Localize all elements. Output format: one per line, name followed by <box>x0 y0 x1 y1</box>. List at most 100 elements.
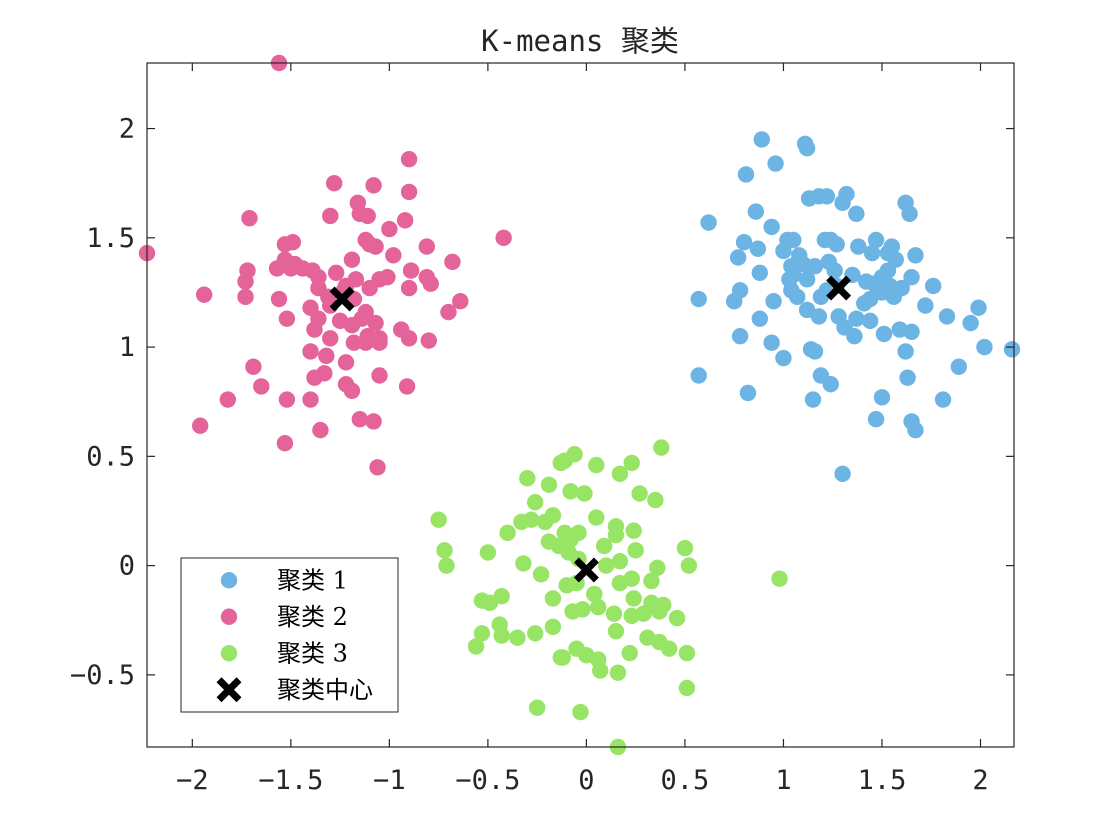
data-point <box>467 638 485 655</box>
chart-legend: 聚类 1 聚类 2 聚类 3 聚类中心 <box>180 557 399 713</box>
data-point <box>861 312 879 330</box>
data-point <box>284 233 302 251</box>
data-point <box>381 220 398 238</box>
data-point <box>731 327 749 345</box>
data-point <box>747 203 765 220</box>
data-point <box>420 332 437 349</box>
data-point <box>237 273 254 290</box>
data-point <box>237 288 254 306</box>
data-point <box>725 292 743 310</box>
x-tick-label: −1.5 <box>258 765 323 796</box>
data-point <box>400 330 418 347</box>
data-point <box>526 625 544 642</box>
data-point <box>588 509 605 526</box>
legend-label: 聚类 2 <box>277 603 348 631</box>
data-point <box>327 264 345 281</box>
data-point <box>798 140 816 157</box>
data-point <box>925 277 942 295</box>
y-tick-label: 1.5 <box>86 223 135 254</box>
data-point <box>775 242 792 260</box>
series-1 <box>690 131 1021 483</box>
data-point <box>885 288 903 306</box>
series-2 <box>138 54 512 476</box>
data-point <box>493 627 510 644</box>
legend-label: 聚类 3 <box>277 639 348 667</box>
data-point <box>540 533 558 550</box>
data-point <box>856 295 873 312</box>
legend-box <box>180 557 399 713</box>
data-point <box>607 526 625 544</box>
data-point <box>473 625 491 642</box>
data-point <box>907 421 924 439</box>
legend-marker <box>220 572 238 589</box>
data-point <box>763 334 780 351</box>
data-point <box>369 459 386 476</box>
data-point <box>402 262 420 279</box>
data-point <box>826 262 843 279</box>
chart-marks <box>138 54 1021 756</box>
data-point <box>729 249 747 266</box>
data-point <box>367 238 384 255</box>
data-point <box>574 601 591 618</box>
legend-label: 聚类中心 <box>277 676 373 704</box>
data-point <box>875 325 893 343</box>
data-point <box>302 343 319 360</box>
data-point <box>195 286 213 303</box>
data-point <box>540 476 558 493</box>
data-point <box>357 334 374 351</box>
x-tick-label: −2 <box>176 765 209 796</box>
data-point <box>590 598 607 616</box>
data-point <box>879 262 897 279</box>
data-point <box>806 343 824 360</box>
data-point <box>306 321 323 338</box>
y-tick-label: 0.5 <box>86 441 135 472</box>
data-point <box>678 644 696 662</box>
data-point <box>647 491 664 509</box>
data-point <box>785 231 802 249</box>
data-point <box>452 292 469 310</box>
y-tick-label: 0 <box>119 551 135 582</box>
data-point <box>899 369 916 386</box>
data-point <box>302 391 319 408</box>
data-point <box>676 539 694 557</box>
data-point <box>371 367 388 384</box>
data-point <box>268 260 286 277</box>
data-point <box>245 358 262 375</box>
data-point <box>660 640 678 657</box>
legend-marker <box>220 608 238 625</box>
data-point <box>753 131 770 148</box>
data-point <box>532 566 550 583</box>
data-point <box>901 205 918 222</box>
y-tick-label: −0.5 <box>70 660 135 691</box>
data-point <box>440 303 457 321</box>
data-point <box>544 590 562 607</box>
data-point <box>544 618 562 636</box>
data-point <box>789 288 806 306</box>
data-point <box>595 537 613 555</box>
data-point <box>278 310 296 327</box>
data-point <box>775 349 792 367</box>
data-point <box>631 485 648 502</box>
data-point <box>528 699 546 716</box>
data-point <box>737 166 755 183</box>
data-point <box>605 605 623 622</box>
data-point <box>597 557 615 574</box>
data-point <box>253 378 270 395</box>
data-point <box>834 465 851 483</box>
data-point <box>690 367 707 384</box>
data-point <box>765 292 782 310</box>
data-point <box>625 522 642 539</box>
legend-marker <box>220 645 238 662</box>
data-point <box>509 629 526 646</box>
data-point <box>371 334 388 351</box>
data-point <box>430 511 447 528</box>
data-point <box>863 244 881 262</box>
data-point <box>903 268 920 286</box>
data-point <box>609 664 627 681</box>
data-point <box>552 454 569 472</box>
data-point <box>526 494 544 511</box>
data-point <box>834 194 851 212</box>
data-point <box>576 485 593 502</box>
data-point <box>306 369 323 386</box>
